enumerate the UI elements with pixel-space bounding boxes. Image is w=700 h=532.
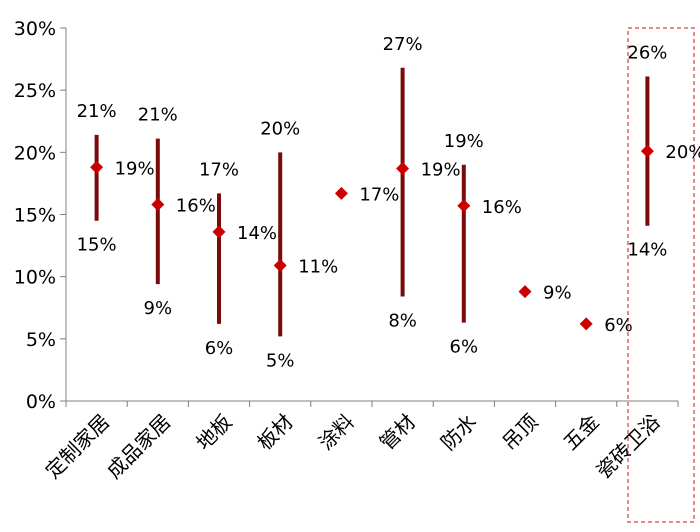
mid-value-label: 17% <box>359 184 399 205</box>
x-category-label: 成品家居 <box>102 410 176 484</box>
mid-value-label: 11% <box>298 256 338 277</box>
mid-marker <box>640 144 654 158</box>
mid-marker <box>273 258 287 272</box>
x-category-label: 地板 <box>191 410 236 455</box>
mid-value-label: 14% <box>237 223 277 244</box>
high-value-label: 17% <box>199 159 239 180</box>
y-axis: 0% 5% 10% 15% 20% 25% 30% <box>14 18 67 413</box>
y-tick-label: 10% <box>14 267 56 289</box>
low-value-label: 6% <box>205 338 234 359</box>
mid-value-label: 19% <box>421 159 461 180</box>
high-value-label: 21% <box>138 105 178 126</box>
x-category-label: 五金 <box>558 410 603 455</box>
high-value-label: 19% <box>444 131 484 152</box>
high-value-label: 21% <box>77 101 117 122</box>
mid-value-label: 20% <box>665 142 700 163</box>
high-value-label: 26% <box>627 42 667 63</box>
x-category-label: 定制家居 <box>41 410 115 484</box>
mid-marker <box>579 317 593 331</box>
mid-marker <box>396 161 410 175</box>
high-value-label: 27% <box>383 34 423 55</box>
x-category-label: 管材 <box>375 410 420 455</box>
mid-value-label: 9% <box>543 283 572 304</box>
mid-marker <box>457 199 471 213</box>
x-category-label: 吊顶 <box>497 410 542 455</box>
mid-value-label: 16% <box>176 196 216 217</box>
mid-value-label: 19% <box>115 158 155 179</box>
mid-value-label: 16% <box>482 197 522 218</box>
mid-marker <box>334 186 348 200</box>
low-value-label: 15% <box>77 235 117 256</box>
low-value-label: 5% <box>266 350 295 371</box>
chart-marks: 21% 15% 19% 21% 9% 16% 17% 6% 14% 20% 5% 11% 17% 27% 8… <box>77 34 700 372</box>
y-tick-label: 25% <box>14 80 56 102</box>
low-value-label: 8% <box>388 311 417 332</box>
low-value-label: 9% <box>144 298 173 319</box>
mid-marker <box>212 225 226 239</box>
mid-marker <box>151 198 165 212</box>
y-tick-label: 30% <box>14 18 56 40</box>
mid-value-label: 6% <box>604 315 633 336</box>
mid-marker <box>90 160 104 174</box>
y-tick-label: 20% <box>14 142 56 164</box>
low-value-label: 6% <box>450 337 479 358</box>
y-tick-label: 15% <box>14 205 56 227</box>
high-value-label: 20% <box>260 118 300 139</box>
x-category-label: 防水 <box>436 410 481 455</box>
y-tick-label: 0% <box>26 391 56 413</box>
low-value-label: 14% <box>627 240 667 261</box>
y-tick-label: 5% <box>26 329 56 351</box>
x-category-label: 板材 <box>252 410 297 455</box>
x-category-label: 涂料 <box>314 410 359 455</box>
mid-marker <box>518 285 532 299</box>
